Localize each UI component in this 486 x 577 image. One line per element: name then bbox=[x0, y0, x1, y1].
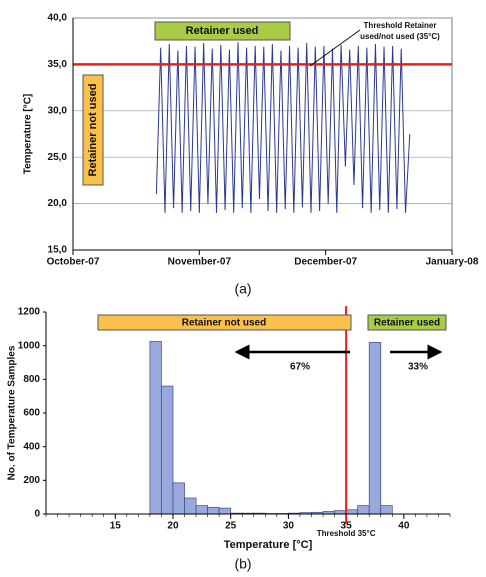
y-axis-label: Temperature [°C] bbox=[23, 94, 34, 175]
bar bbox=[380, 505, 393, 515]
threshold-label: Threshold 35°C bbox=[317, 529, 376, 538]
bar bbox=[161, 385, 174, 515]
bar bbox=[207, 506, 220, 515]
annotation-box bbox=[367, 314, 447, 331]
bar bbox=[357, 505, 370, 515]
bar bbox=[368, 341, 382, 515]
threshold-label: used/not used (35°C) bbox=[360, 32, 440, 41]
data-line bbox=[155, 42, 411, 213]
x-tick-label: 15 bbox=[110, 521, 122, 532]
caption: (a) bbox=[234, 281, 251, 297]
y-tick-label: 0 bbox=[34, 509, 40, 520]
bar bbox=[218, 507, 232, 515]
annotation-box bbox=[97, 314, 352, 331]
y-tick-label: 600 bbox=[23, 408, 40, 419]
annotation: Retainer used bbox=[186, 25, 259, 37]
bar bbox=[172, 482, 185, 515]
x-tick-label: January-08 bbox=[426, 257, 479, 268]
y-tick-label: 1000 bbox=[18, 340, 41, 351]
x-tick-label: November-07 bbox=[168, 257, 232, 268]
y-tick-label: 200 bbox=[23, 475, 40, 486]
percent-label: 67% bbox=[290, 362, 310, 373]
annotation: Retainer not used bbox=[87, 84, 99, 177]
x-tick-label: October-07 bbox=[47, 257, 100, 268]
x-tick-label: 20 bbox=[167, 521, 179, 532]
bar bbox=[149, 341, 162, 515]
y-tick-label: 15,0 bbox=[48, 245, 68, 256]
percent-label: 33% bbox=[408, 362, 428, 373]
y-tick-label: 35,0 bbox=[48, 59, 68, 70]
annotation-box bbox=[154, 21, 291, 41]
x-tick-label: December-07 bbox=[294, 257, 357, 268]
bar bbox=[195, 505, 208, 515]
threshold-pointer bbox=[309, 29, 361, 67]
bar bbox=[184, 497, 197, 515]
bar bbox=[345, 509, 359, 515]
y-tick-label: 1200 bbox=[18, 307, 41, 318]
x-tick-label: 40 bbox=[398, 521, 410, 532]
caption: (b) bbox=[234, 556, 251, 572]
x-tick-label: 35 bbox=[341, 521, 353, 532]
y-tick-label: 800 bbox=[23, 374, 40, 385]
annotation-box bbox=[82, 74, 104, 186]
y-axis-label: No. of Temperature Samples bbox=[7, 345, 18, 480]
y-tick-label: 400 bbox=[23, 441, 40, 452]
x-tick-label: 30 bbox=[283, 521, 295, 532]
x-axis-label: Temperature [°C] bbox=[224, 539, 313, 551]
y-tick-label: 30,0 bbox=[48, 105, 68, 116]
y-tick-label: 25,0 bbox=[48, 152, 68, 163]
x-tick-label: 25 bbox=[225, 521, 237, 532]
y-tick-label: 40,0 bbox=[48, 13, 68, 24]
threshold-label: Threshold Retainer bbox=[364, 21, 437, 30]
y-tick-label: 20,0 bbox=[48, 198, 68, 209]
annotation: Retainer used bbox=[374, 318, 440, 329]
annotation: Retainer not used bbox=[182, 318, 266, 329]
bar bbox=[334, 510, 347, 515]
